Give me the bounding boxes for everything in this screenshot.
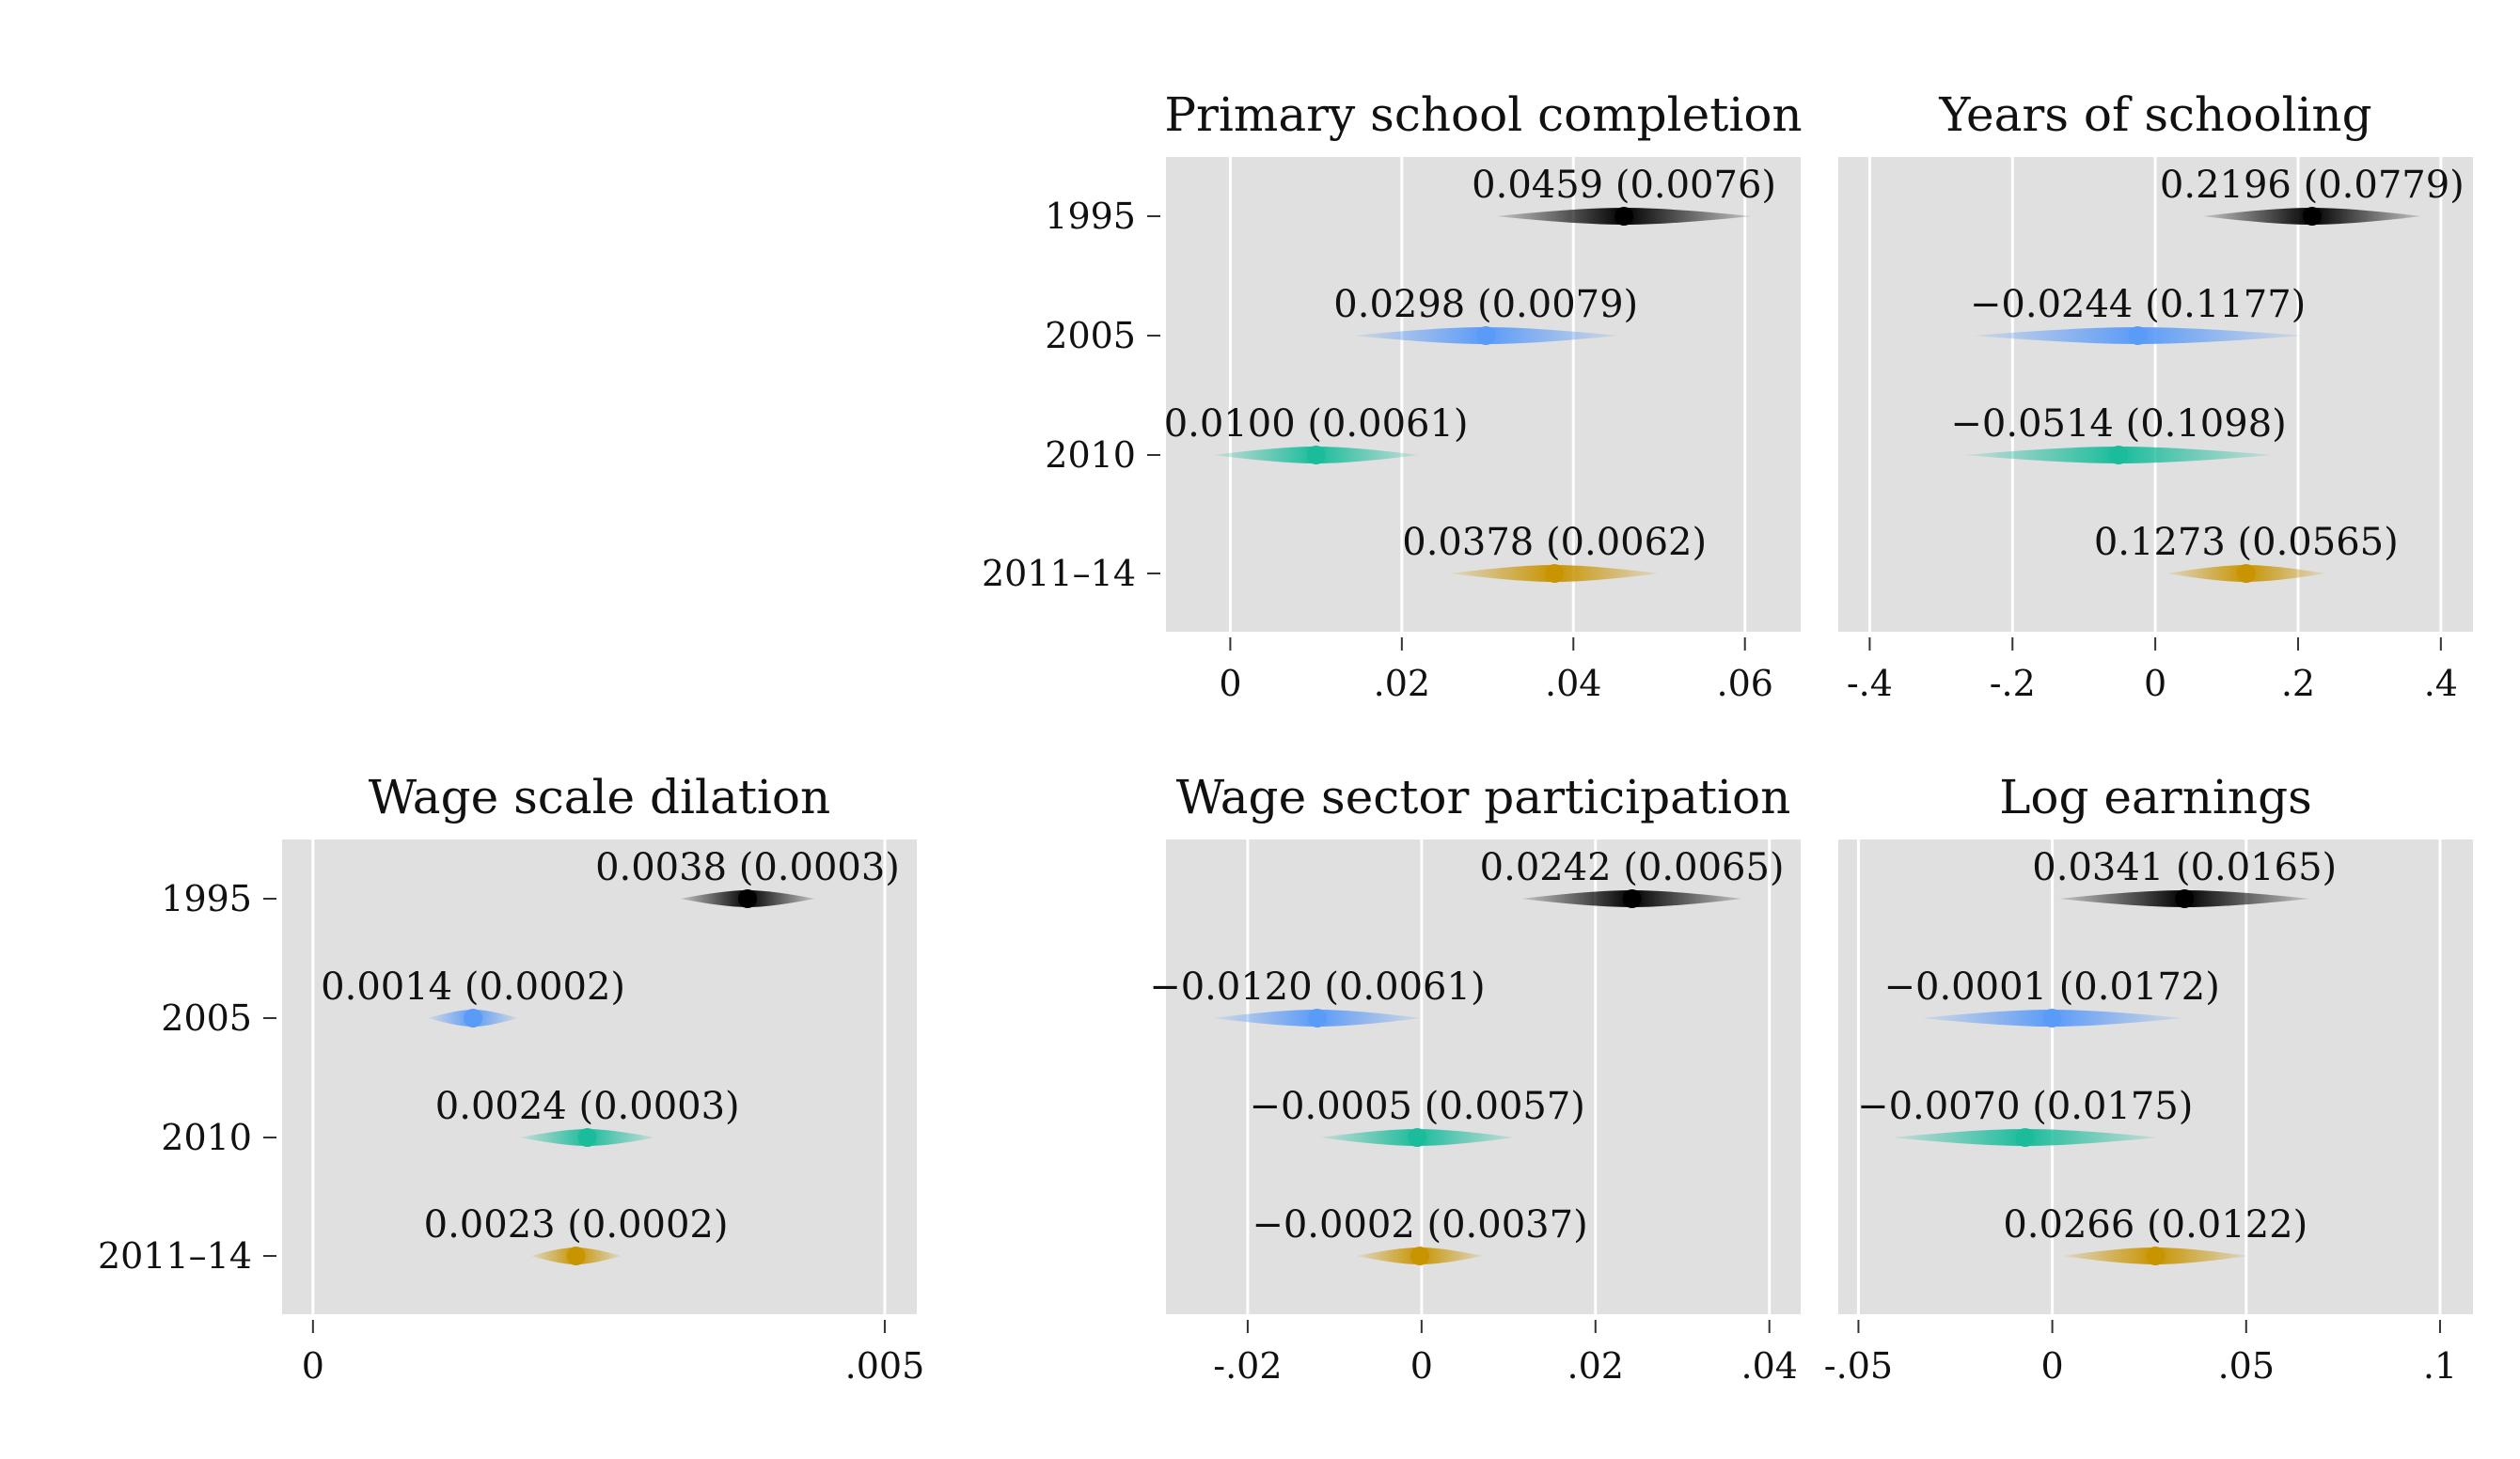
- panel-logearn: Log earnings -.05 0 .05 .1 0.0341 (0.0165) −0.…: [1824, 770, 2473, 1387]
- plot-background: [1166, 839, 1801, 1314]
- x-tick-label: .02: [1567, 1345, 1624, 1387]
- point-estimate-2010: [1408, 1128, 1427, 1147]
- data-label-2011-14: 0.0266 (0.0122): [2003, 1203, 2307, 1247]
- x-tick-label: .02: [1374, 663, 1430, 704]
- x-tick-label: .2: [2281, 663, 2315, 704]
- point-estimate-2011-14: [566, 1247, 586, 1265]
- point-estimate-2010: [2015, 1128, 2035, 1147]
- x-tick-label: .4: [2424, 663, 2458, 704]
- point-estimate-2011-14: [2146, 1247, 2166, 1265]
- data-label-2010: −0.0070 (0.0175): [1857, 1085, 2193, 1128]
- category-label-1995: 1995: [161, 878, 252, 919]
- point-estimate-2011-14: [1410, 1247, 1429, 1265]
- panel-title: Log earnings: [1999, 770, 2312, 824]
- point-estimate-2010: [577, 1128, 597, 1147]
- plot-background: [1166, 157, 1801, 632]
- category-label-2011-14: 2011–14: [98, 1235, 252, 1277]
- x-tick-label: 0: [302, 1345, 324, 1387]
- panel-title: Years of schooling: [1938, 87, 2371, 142]
- data-label-2011-14: 0.1273 (0.0565): [2094, 521, 2399, 564]
- data-label-2005: 0.0298 (0.0079): [1333, 283, 1638, 326]
- point-estimate-2011-14: [1545, 564, 1565, 583]
- x-tick-label: .1: [2423, 1345, 2457, 1387]
- panel-title: Primary school completion: [1164, 87, 1802, 142]
- category-label-2011-14: 2011–14: [982, 553, 1136, 594]
- point-estimate-2005: [2128, 326, 2148, 345]
- x-tick-label: -.2: [1990, 663, 2036, 704]
- x-tick-label: .06: [1716, 663, 1772, 704]
- x-tick-label: 0: [1410, 1345, 1433, 1387]
- panel-wagesector: Wage sector participation -.02 0 .02 .04 0.02…: [1149, 770, 1801, 1387]
- panel-title: Wage sector participation: [1176, 770, 1791, 824]
- data-label-2010: −0.0005 (0.0057): [1250, 1085, 1585, 1128]
- data-label-1995: 0.0341 (0.0165): [2032, 846, 2337, 889]
- x-tick-label: -.02: [1213, 1345, 1282, 1387]
- x-tick-label: .04: [1545, 663, 1601, 704]
- category-label-2010: 2010: [161, 1117, 252, 1158]
- plot-background: [1838, 839, 2473, 1314]
- category-label-2010: 2010: [1045, 434, 1136, 476]
- data-label-1995: 0.0242 (0.0065): [1480, 846, 1785, 889]
- data-label-2011-14: 0.0023 (0.0002): [424, 1203, 729, 1247]
- point-estimate-2010: [1306, 446, 1326, 464]
- point-estimate-2010: [2109, 446, 2129, 464]
- data-label-2005: −0.0001 (0.0172): [1884, 965, 2220, 1009]
- x-tick-label: .05: [2218, 1345, 2275, 1387]
- panel-wagescale: Wage scale dilation 0 .005 1995 0.0038 (0.00…: [98, 770, 924, 1387]
- data-label-2010: 0.0100 (0.0061): [1164, 402, 1469, 446]
- panel-primary: Primary school completion 0 .02 .04 .06 1995 0…: [982, 87, 1803, 704]
- point-estimate-1995: [738, 889, 757, 908]
- category-label-1995: 1995: [1045, 196, 1136, 237]
- data-label-1995: 0.0038 (0.0003): [595, 846, 900, 889]
- point-estimate-2005: [1476, 326, 1496, 345]
- point-estimate-1995: [1622, 889, 1642, 908]
- data-label-2005: 0.0014 (0.0002): [321, 965, 625, 1009]
- x-tick-label: -.4: [1847, 663, 1893, 704]
- x-tick-label: .04: [1740, 1345, 1797, 1387]
- data-label-2011-14: −0.0002 (0.0037): [1252, 1203, 1587, 1247]
- x-tick-label: 0: [2041, 1345, 2064, 1387]
- data-label-2010: 0.0024 (0.0003): [435, 1085, 740, 1128]
- plot-background: [282, 839, 917, 1314]
- point-estimate-1995: [1614, 207, 1634, 226]
- x-tick-label: 0: [1219, 663, 1241, 704]
- point-estimate-2005: [464, 1009, 483, 1028]
- data-label-1995: 0.2196 (0.0779): [2160, 164, 2465, 207]
- data-label-2005: −0.0120 (0.0061): [1149, 965, 1485, 1009]
- data-label-2011-14: 0.0378 (0.0062): [1402, 521, 1707, 564]
- data-label-2010: −0.0514 (0.1098): [1950, 402, 2286, 446]
- panel-title: Wage scale dilation: [369, 770, 830, 824]
- data-label-2005: −0.0244 (0.1177): [1970, 283, 2306, 326]
- point-estimate-2005: [2042, 1009, 2062, 1028]
- data-label-1995: 0.0459 (0.0076): [1472, 164, 1776, 207]
- category-label-2005: 2005: [161, 997, 252, 1039]
- x-tick-label: .005: [845, 1345, 925, 1387]
- x-tick-label: -.05: [1824, 1345, 1893, 1387]
- point-estimate-1995: [2302, 207, 2322, 226]
- point-estimate-1995: [2175, 889, 2195, 908]
- panel-years: Years of schooling -.4 -.2 0 .2 .4 0.2196 (0.0…: [1838, 87, 2473, 704]
- x-tick-label: 0: [2144, 663, 2166, 704]
- category-label-2005: 2005: [1045, 315, 1136, 356]
- point-estimate-2005: [1307, 1009, 1327, 1028]
- point-estimate-2011-14: [2236, 564, 2256, 583]
